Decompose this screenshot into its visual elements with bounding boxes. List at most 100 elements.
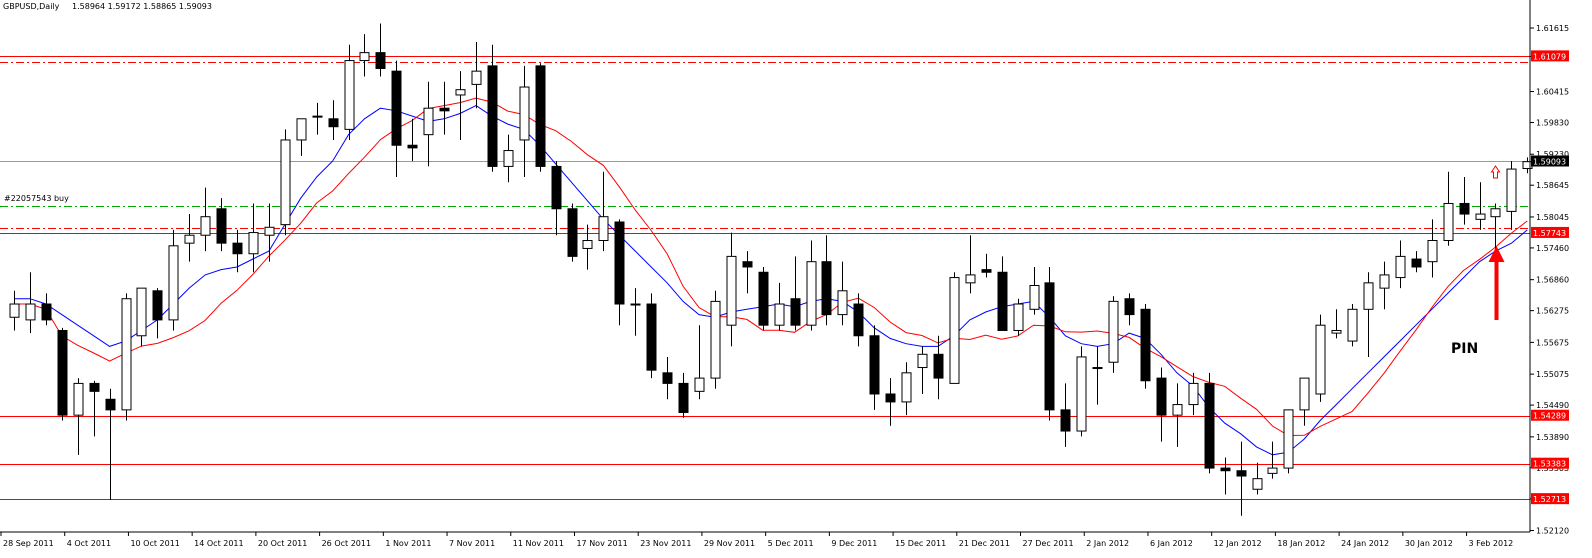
y-tick-label: 1.53890	[1536, 433, 1569, 442]
chart-header-symbol: GBPUSD,Daily	[3, 2, 60, 11]
candle	[710, 290, 721, 389]
candle-body-bear	[1124, 298, 1135, 316]
candle	[216, 198, 227, 252]
candle-body-bear	[1156, 377, 1167, 416]
candle	[1443, 171, 1454, 246]
candle	[89, 380, 100, 437]
candle-body-bear	[57, 329, 68, 416]
candle	[423, 81, 434, 167]
candle-body-bull	[1013, 303, 1024, 331]
candle-body-bear	[997, 271, 1008, 331]
candle-body-bear	[1236, 470, 1247, 477]
x-tick-label: 21 Dec 2011	[959, 539, 1010, 548]
candle-body-bull	[1395, 255, 1406, 279]
candle	[853, 293, 864, 347]
candle-body-bull	[73, 382, 84, 416]
candle	[168, 229, 179, 331]
candle-body-bear	[821, 261, 832, 316]
candle-body-bear	[885, 393, 896, 403]
candle	[885, 378, 896, 426]
buy-signal-arrow-icon	[1490, 165, 1501, 179]
candle-body-bear	[407, 144, 418, 149]
level-price-box	[1531, 409, 1569, 421]
candle	[9, 290, 20, 331]
candle	[1315, 314, 1326, 402]
candle-body-bear	[551, 165, 562, 210]
candle	[1220, 457, 1231, 495]
candle-body-bull	[1331, 329, 1342, 334]
candle	[630, 288, 641, 336]
y-tick-label: 1.56275	[1536, 307, 1569, 316]
candle	[1060, 383, 1071, 447]
level-price-label: 1.61079	[1533, 52, 1566, 61]
candle	[439, 81, 450, 135]
candle	[1108, 296, 1119, 373]
candle	[742, 251, 753, 294]
candle	[1267, 441, 1278, 479]
candle	[933, 335, 944, 400]
candle	[614, 219, 625, 326]
y-tick-label: 1.58645	[1536, 181, 1569, 190]
candle	[1013, 298, 1024, 336]
y-tick-label: 1.58045	[1536, 213, 1569, 222]
order-label: #22057543 buy	[4, 194, 69, 203]
candle-body-bull	[1347, 308, 1358, 342]
candle	[806, 240, 817, 331]
candle	[471, 42, 482, 109]
candle-body-bear	[105, 398, 116, 411]
candle	[184, 214, 195, 262]
candle	[1092, 346, 1103, 405]
candle	[869, 325, 880, 410]
level-price-box	[1531, 226, 1569, 238]
x-tick-label: 4 Oct 2011	[67, 539, 111, 548]
x-tick-label: 10 Oct 2011	[130, 539, 179, 548]
candle-body-bull	[949, 277, 960, 384]
level-price-box	[1531, 155, 1569, 167]
candle-body-bull	[726, 255, 737, 326]
candle-body-bull	[1315, 324, 1326, 395]
candle-body-bull	[1283, 409, 1294, 469]
y-tick-label: 1.59230	[1536, 150, 1569, 159]
candle-body-bull	[901, 372, 912, 403]
candle-body-bull	[774, 303, 785, 326]
candle	[519, 65, 530, 178]
candle-body-bear	[535, 65, 546, 167]
level-price-label: 1.54289	[1533, 412, 1566, 421]
candle-body-bull	[9, 303, 20, 318]
candle	[1140, 304, 1151, 389]
x-tick-label: 18 Jan 2012	[1277, 539, 1325, 548]
candle	[1204, 372, 1215, 474]
candle-body-bear	[790, 298, 801, 326]
candle	[200, 187, 211, 252]
candle	[1395, 240, 1406, 289]
candle-body-bull	[264, 226, 275, 236]
candle	[662, 356, 673, 400]
x-tick-label: 9 Dec 2011	[831, 539, 877, 548]
x-tick-label: 1 Nov 2011	[385, 539, 431, 548]
candle	[678, 372, 689, 418]
candle	[1347, 304, 1358, 347]
candle-body-bull	[455, 89, 466, 96]
candle-body-bull	[280, 139, 291, 226]
candle	[1044, 266, 1055, 421]
x-tick-label: 23 Nov 2011	[640, 539, 691, 548]
candle-body-bear	[232, 242, 243, 255]
candle	[1363, 272, 1374, 357]
candle	[1124, 293, 1135, 326]
candle-body-bull	[965, 274, 976, 284]
x-tick-label: 17 Nov 2011	[576, 539, 627, 548]
candle-body-bear	[646, 303, 657, 371]
candle-body-bear	[1204, 382, 1215, 469]
x-tick-label: 7 Nov 2011	[449, 539, 495, 548]
candle	[551, 161, 562, 236]
candle-body-bear	[41, 303, 52, 321]
candle-body-bull	[359, 52, 370, 62]
x-tick-label: 29 Nov 2011	[704, 539, 755, 548]
level-price-label: 1.52713	[1533, 495, 1566, 504]
candle-body-bull	[710, 300, 721, 379]
candle-body-bull	[121, 298, 132, 411]
candle-body-bull	[1252, 478, 1263, 490]
candle-body-bear	[1459, 202, 1470, 215]
candle	[1379, 261, 1390, 310]
